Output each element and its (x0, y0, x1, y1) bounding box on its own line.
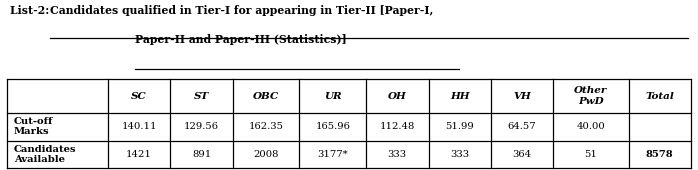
Text: Total: Total (646, 91, 674, 100)
Text: Paper-II and Paper-III (Statistics)]: Paper-II and Paper-III (Statistics)] (135, 34, 346, 45)
Text: 165.96: 165.96 (315, 122, 350, 131)
Text: 162.35: 162.35 (248, 122, 283, 131)
Text: OH: OH (388, 91, 407, 100)
Text: 891: 891 (192, 150, 211, 159)
Text: 140.11: 140.11 (121, 122, 157, 131)
Text: 8578: 8578 (646, 150, 674, 159)
Text: Cut-off
Marks: Cut-off Marks (14, 117, 53, 137)
Text: 333: 333 (388, 150, 407, 159)
Text: 112.48: 112.48 (380, 122, 415, 131)
Text: 40.00: 40.00 (577, 122, 605, 131)
Text: ST: ST (194, 91, 209, 100)
Text: 364: 364 (512, 150, 532, 159)
Text: Other
PwD: Other PwD (574, 86, 608, 106)
Text: Candidates qualified in Tier-I for appearing in Tier-II [Paper-I,: Candidates qualified in Tier-I for appea… (50, 5, 433, 16)
Text: 3177*: 3177* (318, 150, 348, 159)
Text: List-2:: List-2: (10, 5, 54, 16)
Text: 64.57: 64.57 (508, 122, 537, 131)
Text: 51.99: 51.99 (445, 122, 474, 131)
Text: OBC: OBC (253, 91, 279, 100)
Text: 129.56: 129.56 (184, 122, 219, 131)
Text: 51: 51 (584, 150, 597, 159)
Text: SC: SC (131, 91, 147, 100)
Text: UR: UR (324, 91, 341, 100)
Text: VH: VH (513, 91, 531, 100)
Text: Candidates
Available: Candidates Available (14, 145, 77, 164)
Text: 2008: 2008 (253, 150, 279, 159)
Text: 1421: 1421 (126, 150, 152, 159)
Text: HH: HH (450, 91, 470, 100)
Text: 333: 333 (450, 150, 469, 159)
